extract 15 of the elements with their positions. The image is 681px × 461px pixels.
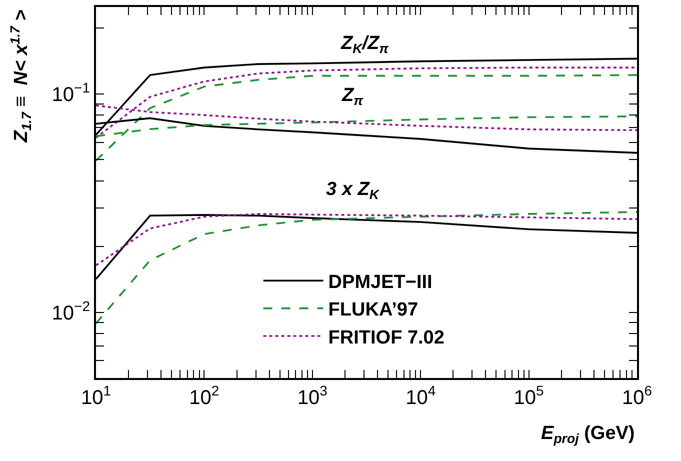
annotation: 3 x Z$_{K}$ bbox=[326, 179, 380, 202]
x-tick-label: 10$^{1}$ bbox=[80, 382, 112, 409]
x-tick-label: 10$^{4}$ bbox=[406, 382, 436, 409]
y-tick-label: 10$^{−1}$ bbox=[52, 80, 90, 106]
legend-label: FRITIOF 7.02 bbox=[328, 327, 444, 348]
x-tick-label: 10$^{6}$ bbox=[622, 382, 652, 409]
x-tick-label: 10$^{5}$ bbox=[514, 382, 544, 409]
annotation: Z$_{π}$ bbox=[341, 85, 364, 108]
x-tick-label: 10$^{3}$ bbox=[297, 382, 328, 409]
x-axis-title: E$_{proj}$ (GeV) bbox=[541, 423, 635, 446]
legend-label: DPMJET−III bbox=[328, 272, 432, 293]
y-tick-label: 10$^{−2}$ bbox=[52, 298, 90, 324]
annotation: Z$_{K}$/Z$_{π}$ bbox=[340, 33, 390, 56]
x-tick-label: 10$^{2}$ bbox=[189, 382, 220, 409]
legend-label: FLUKA’97 bbox=[328, 300, 418, 321]
